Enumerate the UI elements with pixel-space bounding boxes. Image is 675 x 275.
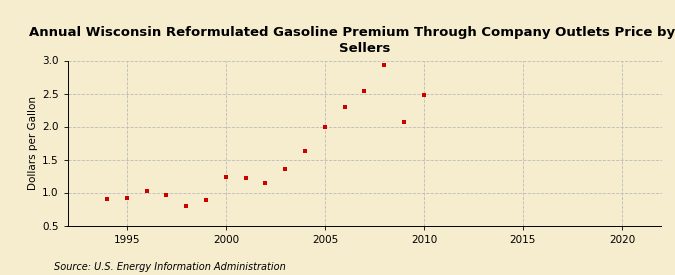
Point [102,197,113,201]
Point [200,198,211,203]
Point [340,104,350,109]
Point [122,196,132,200]
Y-axis label: Dollars per Gallon: Dollars per Gallon [28,96,38,190]
Point [161,193,172,197]
Text: Source: U.S. Energy Information Administration: Source: U.S. Energy Information Administ… [54,262,286,272]
Title: Annual Wisconsin Reformulated Gasoline Premium Through Company Outlets Price by : Annual Wisconsin Reformulated Gasoline P… [30,26,675,55]
Point [240,176,251,180]
Point [260,181,271,185]
Point [359,89,370,93]
Point [319,124,330,129]
Point [221,174,232,179]
Point [141,189,152,193]
Point [418,93,429,98]
Point [379,63,389,67]
Point [399,120,410,124]
Point [300,149,310,153]
Point [181,204,192,208]
Point [280,167,291,171]
